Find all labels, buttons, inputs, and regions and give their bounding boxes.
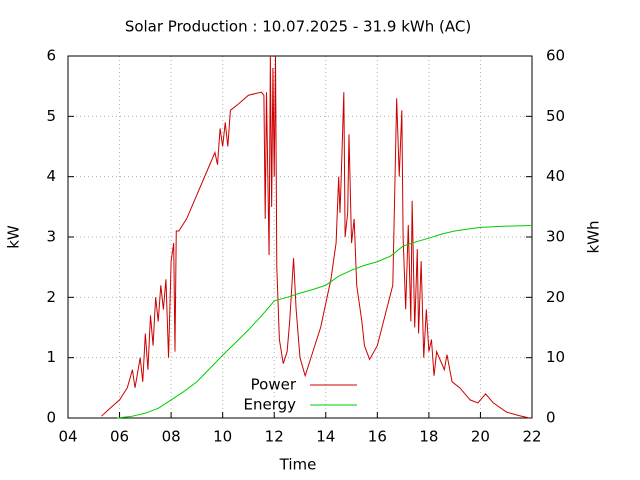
y-tick-label: 4 xyxy=(46,167,56,185)
y-tick-label: 5 xyxy=(46,107,56,125)
legend-label: Energy xyxy=(243,396,296,414)
y-tick-label: 0 xyxy=(46,409,56,427)
y2-tick-label: 40 xyxy=(546,167,565,185)
y2-tick-label: 60 xyxy=(546,47,565,65)
y-tick-label: 1 xyxy=(46,348,56,366)
y-tick-label: 3 xyxy=(46,228,56,246)
legend-label: Power xyxy=(251,376,297,394)
x-tick-label: 14 xyxy=(316,428,335,446)
plot-border xyxy=(67,55,533,419)
x-tick-label: 04 xyxy=(58,428,77,446)
y2-tick-label: 20 xyxy=(546,288,565,306)
chart-title: Solar Production : 10.07.2025 - 31.9 kWh… xyxy=(125,18,471,36)
y-tick-label: 6 xyxy=(46,47,56,65)
y2-tick-label: 50 xyxy=(546,107,565,125)
x-tick-label: 18 xyxy=(419,428,438,446)
y2-tick-label: 10 xyxy=(546,348,565,366)
series-line xyxy=(116,225,533,419)
y2-tick-label: 0 xyxy=(546,409,556,427)
x-tick-label: 16 xyxy=(368,428,387,446)
x-tick-label: 12 xyxy=(265,428,284,446)
y-tick-label: 2 xyxy=(46,288,56,306)
y2-axis-label: kWh xyxy=(585,220,603,253)
x-tick-label: 06 xyxy=(110,428,129,446)
y-axis-label: kW xyxy=(5,225,23,249)
y2-tick-label: 30 xyxy=(546,228,565,246)
x-tick-label: 10 xyxy=(213,428,232,446)
x-axis-label: Time xyxy=(279,456,317,474)
x-tick-label: 08 xyxy=(162,428,181,446)
x-tick-label: 22 xyxy=(522,428,541,446)
series-line xyxy=(101,55,530,419)
x-tick-label: 20 xyxy=(471,428,490,446)
